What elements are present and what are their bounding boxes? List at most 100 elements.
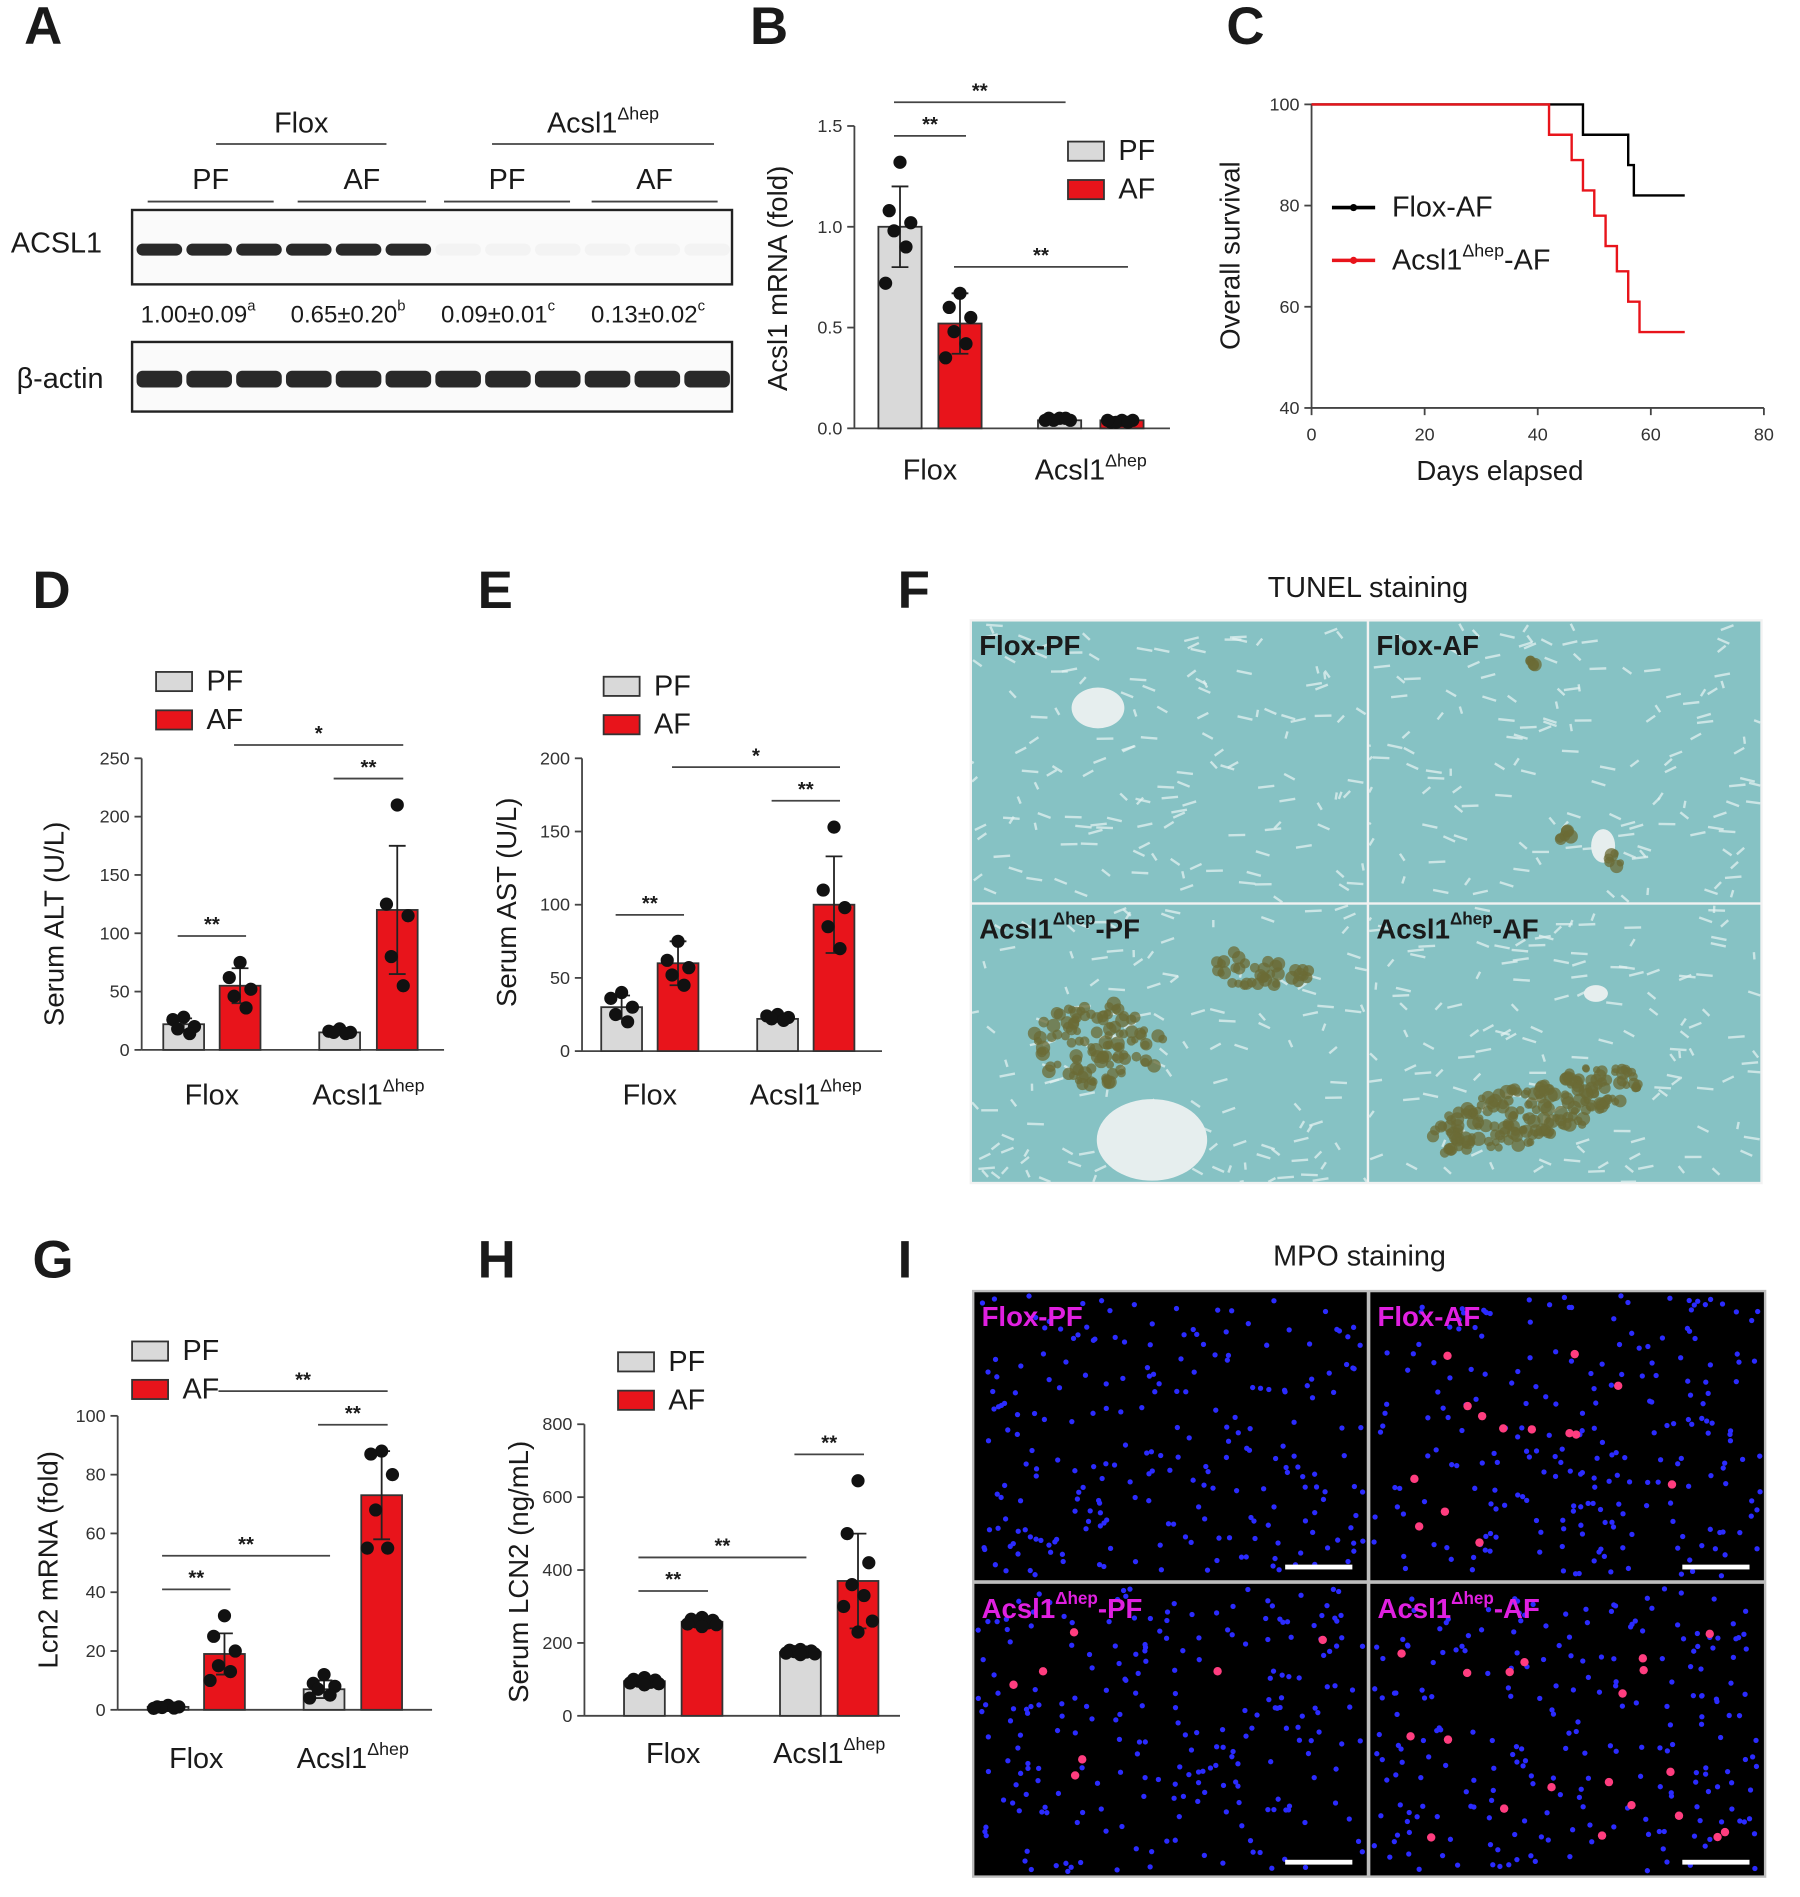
nucleus	[1295, 1724, 1301, 1730]
nucleus	[1235, 1430, 1241, 1436]
nucleus	[1678, 1571, 1685, 1577]
mpo-positive	[1406, 1732, 1415, 1741]
nucleus	[1305, 1750, 1312, 1757]
tissue-streak	[1033, 822, 1038, 831]
nucleus	[1392, 1484, 1398, 1491]
micrograph	[1369, 621, 1761, 903]
nucleus	[1560, 1517, 1566, 1523]
tunel-positive	[1516, 1106, 1525, 1115]
nucleus	[1693, 1769, 1699, 1776]
nucleus	[1072, 1695, 1078, 1701]
tunel-positive	[1603, 853, 1614, 864]
nucleus	[1444, 1545, 1450, 1551]
nucleus	[1094, 1780, 1101, 1786]
nucleus	[1757, 1489, 1763, 1495]
data-point	[882, 204, 896, 218]
nucleus	[1613, 1450, 1619, 1456]
data-point	[879, 276, 893, 290]
nucleus	[1405, 1367, 1411, 1373]
tissue-streak	[1728, 1035, 1745, 1039]
x-tick-label-part: Δhep	[844, 1734, 886, 1754]
tissue-streak	[1748, 781, 1761, 787]
tissue-streak	[1644, 668, 1661, 673]
tissue-streak	[1513, 733, 1528, 740]
nucleus	[1083, 1526, 1089, 1532]
nucleus	[1376, 1731, 1382, 1738]
nucleus	[1578, 1786, 1584, 1792]
tunel-positive	[1592, 1066, 1601, 1074]
nucleus	[1016, 1808, 1022, 1814]
nucleus	[1703, 1765, 1709, 1771]
nucleus	[1563, 1745, 1569, 1752]
micrograph-label-part: Δhep	[1450, 910, 1493, 929]
nucleus	[1456, 1317, 1462, 1323]
nucleus	[1201, 1852, 1208, 1859]
tissue-streak	[1471, 629, 1480, 638]
nucleus	[1657, 1784, 1663, 1790]
tissue-streak	[1629, 938, 1636, 947]
nucleus	[1332, 1683, 1338, 1689]
tissue-streak	[1257, 784, 1275, 789]
mpo-positive	[1463, 1401, 1472, 1411]
nucleus	[1311, 1774, 1317, 1781]
tissue-streak	[1464, 877, 1471, 886]
nucleus	[1486, 1815, 1492, 1821]
tissue-streak	[1534, 934, 1551, 940]
nucleus	[1111, 1462, 1118, 1468]
nucleus	[1747, 1787, 1754, 1793]
x-tick-label-part: Δhep	[1105, 450, 1147, 470]
legend-label: AF	[1118, 174, 1155, 206]
nucleus	[1699, 1714, 1705, 1720]
mpo-positive	[1440, 1507, 1450, 1516]
data-point	[222, 970, 236, 985]
tissue-streak	[1196, 711, 1209, 720]
tissue-streak	[1484, 653, 1501, 660]
nucleus	[1726, 1712, 1732, 1719]
nucleus	[1345, 1334, 1351, 1340]
tissue-streak	[1229, 635, 1247, 639]
nucleus	[1659, 1335, 1666, 1341]
significance-label: **	[642, 893, 658, 915]
tunel-positive	[1611, 1068, 1619, 1076]
nucleus	[1739, 1456, 1746, 1462]
data-point	[1038, 413, 1052, 427]
blot-band	[285, 243, 332, 256]
tissue-streak	[1218, 1019, 1236, 1023]
blot-band	[634, 243, 681, 256]
tissue-streak	[1622, 666, 1633, 675]
tissue-streak	[1135, 797, 1151, 804]
nucleus	[1699, 1692, 1705, 1699]
nucleus	[1133, 1690, 1139, 1696]
micrograph-label: Acsl1Δhep-PF	[982, 1589, 1143, 1624]
significance-label: **	[238, 1534, 254, 1556]
nucleus	[1698, 1721, 1705, 1727]
nucleus	[1275, 1540, 1281, 1546]
nucleus	[1691, 1833, 1698, 1839]
tissue-streak	[1495, 793, 1512, 798]
tissue-streak	[1396, 675, 1406, 684]
nucleus	[1245, 1586, 1251, 1593]
nucleus	[1418, 1309, 1424, 1315]
nucleus	[1613, 1683, 1619, 1689]
nucleus	[1235, 1761, 1241, 1767]
tissue-streak	[983, 887, 997, 895]
tissue-streak	[1476, 940, 1490, 948]
nucleus	[1425, 1415, 1431, 1421]
nucleus	[1007, 1718, 1014, 1724]
y-tick-label: 600	[542, 1487, 572, 1507]
nucleus	[1333, 1766, 1339, 1772]
tissue-streak	[1369, 928, 1383, 933]
nucleus	[1284, 1619, 1291, 1625]
tunel-positive	[1050, 1006, 1064, 1020]
tissue-streak	[1696, 719, 1714, 725]
tissue-streak	[1597, 1161, 1609, 1170]
tissue-streak	[1368, 837, 1375, 847]
nucleus	[1447, 1836, 1454, 1842]
legend-swatch	[131, 1378, 169, 1400]
tunel-positive	[1508, 1083, 1521, 1096]
tissue-streak	[1093, 756, 1107, 765]
tissue-streak	[1064, 815, 1082, 819]
tissue-streak	[1236, 669, 1253, 676]
nucleus	[1436, 1725, 1442, 1731]
nucleus	[1521, 1818, 1528, 1824]
